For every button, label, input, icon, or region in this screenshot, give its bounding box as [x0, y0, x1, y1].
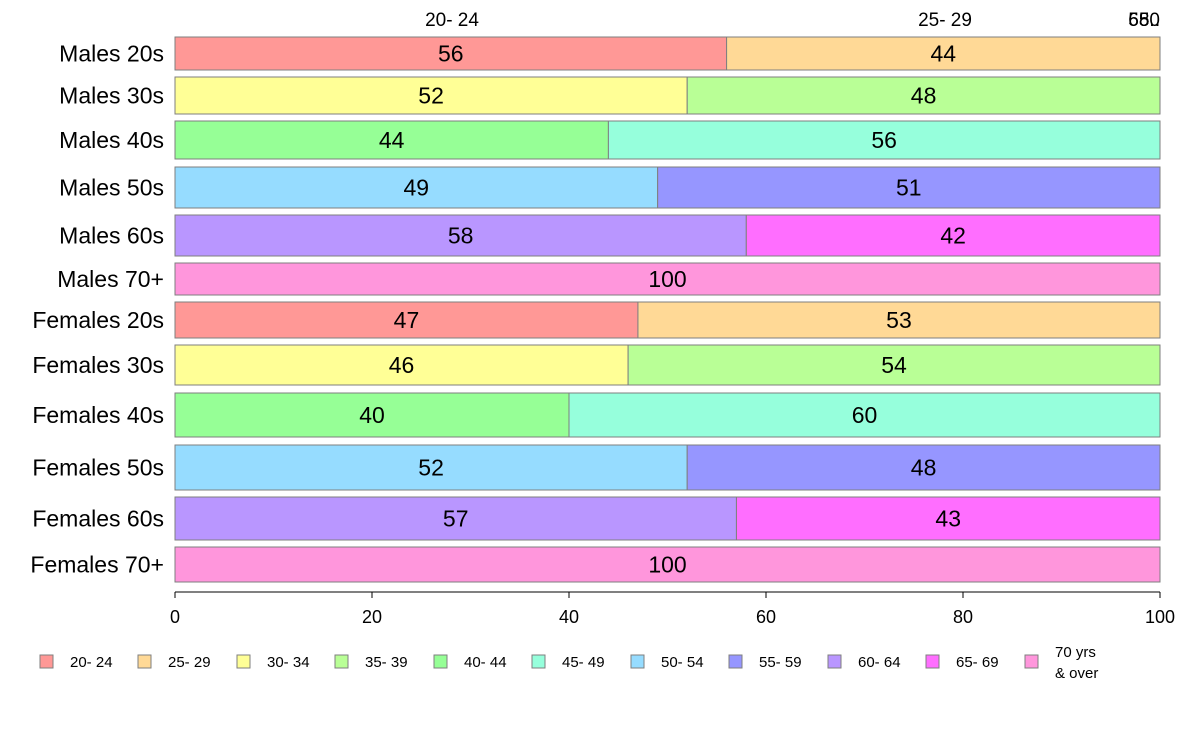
legend-label: 40- 44 — [464, 654, 507, 671]
category-label: Females 70+ — [30, 552, 164, 578]
category-label: Males 50s — [59, 175, 164, 201]
x-tick-label: 100 — [1145, 607, 1175, 627]
legend-swatch — [334, 654, 349, 669]
data-label: 52 — [418, 83, 444, 109]
data-label: 44 — [931, 41, 957, 67]
bars: 56 44 52 48 44 56 49 51 58 42 100 47 53 46 54 40 60 52 48 5… — [174, 36, 1161, 583]
bar-segment — [174, 392, 570, 438]
category-label: Females 40s — [32, 402, 164, 428]
bar-segment — [174, 120, 609, 160]
legend-label: 65- 69 — [956, 654, 999, 671]
data-label: 47 — [394, 307, 420, 333]
category-label: Females 60s — [32, 506, 164, 532]
data-label: 48 — [911, 83, 937, 109]
legend-label: 30- 34 — [267, 654, 310, 671]
bar-segment — [726, 36, 1161, 71]
category-label: Males 70+ — [57, 266, 164, 292]
bar-segment — [607, 120, 1161, 160]
data-label: 60 — [852, 402, 878, 428]
bar-segment — [745, 214, 1161, 257]
x-tick-label: 20 — [362, 607, 382, 627]
bar-segment — [174, 496, 737, 541]
bar-segment — [174, 344, 629, 386]
legend-swatch — [827, 654, 842, 669]
data-label: 48 — [911, 455, 937, 481]
legend-label: 25- 29 — [168, 654, 211, 671]
category-label: Males 20s — [59, 41, 164, 67]
bar-segment — [174, 546, 1161, 583]
data-label: 49 — [404, 175, 430, 201]
legend-swatch — [630, 654, 645, 669]
bar-segment — [174, 301, 639, 339]
bar-segment — [174, 76, 688, 115]
legend-label: 55- 59 — [759, 654, 802, 671]
top-label: 25- 29 — [918, 10, 972, 31]
data-label: 53 — [886, 307, 912, 333]
data-label: 44 — [379, 127, 405, 153]
bar-segment — [174, 166, 659, 209]
category-label: Males 60s — [59, 223, 164, 249]
x-tick-label: 60 — [756, 607, 776, 627]
legend-swatch — [728, 654, 743, 669]
data-label: 52 — [418, 455, 444, 481]
data-label: 51 — [896, 175, 922, 201]
legend-label: 45- 49 — [562, 654, 605, 671]
data-label: 46 — [389, 352, 415, 378]
data-label: 40 — [359, 402, 385, 428]
top-label: 20- 24 — [425, 10, 479, 31]
x-tick-label: 80 — [953, 607, 973, 627]
bar-segment — [174, 36, 728, 71]
legend-label: 70 yrs & over — [1055, 644, 1100, 682]
top-label: 55.. — [1128, 10, 1160, 31]
legend-label: 35- 39 — [365, 654, 408, 671]
x-tick-label: 40 — [559, 607, 579, 627]
data-label: 100 — [648, 266, 686, 292]
legend-swatch — [531, 654, 546, 669]
legend-swatch — [1024, 654, 1039, 669]
legend: 20- 24 25- 29 30- 34 35- 39 40- 44 45- 49 50- … — [39, 644, 1100, 682]
legend-label: 60- 64 — [858, 654, 901, 671]
category-label: Females 20s — [32, 307, 164, 333]
legend-swatch — [39, 654, 54, 669]
bar-segment — [686, 444, 1161, 491]
legend-label: 50- 54 — [661, 654, 704, 671]
legend-swatch — [236, 654, 251, 669]
data-label: 100 — [648, 552, 686, 578]
x-tick-label: 0 — [170, 607, 180, 627]
top-label: 65.. — [1128, 10, 1160, 31]
bar-segment — [637, 301, 1161, 339]
data-label: 58 — [448, 223, 474, 249]
data-label: 57 — [443, 506, 469, 532]
legend-label: 20- 24 — [70, 654, 113, 671]
x-axis: 0 20 40 60 80 100 — [170, 591, 1175, 627]
bar-segment — [657, 166, 1161, 209]
legend-swatch — [925, 654, 940, 669]
data-label: 56 — [871, 127, 897, 153]
category-labels: Males 20s Males 30s Males 40s Males 50s Male… — [30, 41, 164, 578]
data-label: 43 — [935, 506, 961, 532]
bar-segment — [627, 344, 1161, 386]
legend-swatch — [137, 654, 152, 669]
bar-segment — [174, 444, 688, 491]
bar-segment — [686, 76, 1161, 115]
category-label: Males 30s — [59, 83, 164, 109]
category-label: Females 50s — [32, 455, 164, 481]
category-label: Females 30s — [32, 352, 164, 378]
legend-swatch — [433, 654, 448, 669]
bar-segment — [735, 496, 1161, 541]
data-label: 42 — [940, 223, 966, 249]
data-label: 56 — [438, 41, 464, 67]
bar-segment — [174, 214, 747, 257]
bar-segment — [174, 262, 1161, 296]
data-label: 54 — [881, 352, 907, 378]
top-label: 80 — [1139, 10, 1160, 31]
category-label: Males 40s — [59, 127, 164, 153]
bar-segment — [568, 392, 1161, 438]
